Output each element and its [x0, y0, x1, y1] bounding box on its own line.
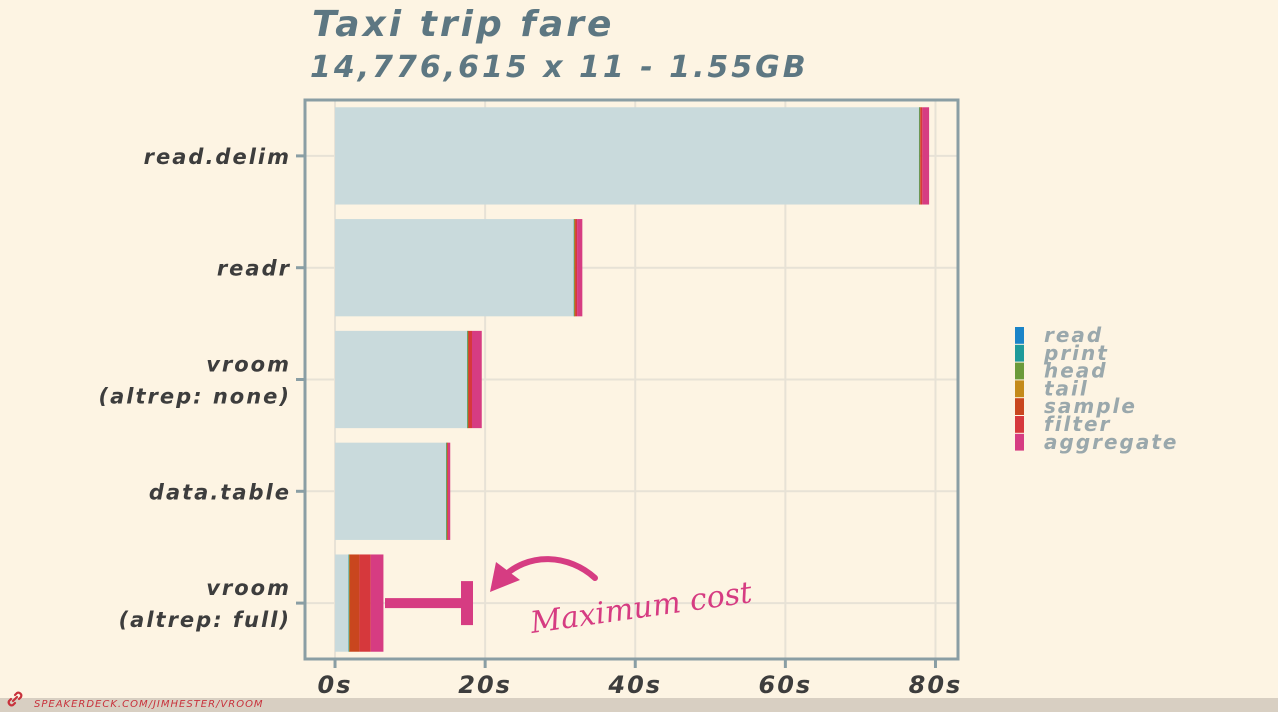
- bar-readr-read: [335, 219, 574, 317]
- bar-read-delim-read: [335, 107, 919, 205]
- bar-vroom-altrep-full-read: [335, 554, 349, 652]
- bar-readr-filter: [575, 219, 578, 317]
- legend-swatch-sample: [1015, 398, 1024, 415]
- tick-label-x-0: 0s: [318, 671, 353, 698]
- bar-readr-head: [574, 219, 575, 317]
- tick-label-x-80: 80s: [909, 671, 963, 698]
- category-label-vroom-altrep-full-line2: (altrep: full): [119, 608, 291, 632]
- bar-vroom-altrep-none-aggregate: [472, 330, 482, 429]
- bar-read-delim-print: [918, 107, 920, 205]
- bar-vroom-altrep-full-aggregate: [370, 554, 384, 652]
- legend-swatch-head: [1015, 362, 1024, 380]
- legend-label-filter: filter: [1044, 412, 1111, 436]
- annotation-bracket-cap: [461, 581, 473, 626]
- legend-label-tail: tail: [1044, 376, 1089, 400]
- legend-swatch-tail: [1015, 380, 1024, 398]
- bar-read-delim-sample: [920, 107, 921, 205]
- bar-vroom-altrep-none-head: [467, 330, 469, 429]
- category-label-vroom-altrep-none-line2: (altrep: none): [98, 385, 291, 409]
- legend-swatch-read: [1015, 327, 1024, 344]
- bar-readr-tail: [574, 219, 576, 317]
- legend-label-sample: sample: [1044, 394, 1137, 418]
- legend-swatch-filter: [1015, 416, 1024, 433]
- footer-bar: [0, 698, 1278, 712]
- tick-label-x-20: 20s: [458, 671, 512, 698]
- bar-data-table-filter: [447, 442, 449, 540]
- category-label-vroom-altrep-full-line1: vroom: [206, 576, 291, 600]
- bar-data-table-print: [446, 442, 447, 540]
- legend-label-head: head: [1044, 359, 1108, 383]
- bar-readr-print: [573, 219, 575, 317]
- bar-read-delim-filter: [920, 107, 923, 205]
- chart-title: Taxi trip fare: [312, 4, 615, 45]
- bar-read-delim-tail: [919, 107, 921, 205]
- bar-data-table-tail: [446, 442, 448, 540]
- legend-swatch-aggregate: [1015, 433, 1024, 451]
- legend-label-aggregate: aggregate: [1044, 430, 1179, 454]
- bar-vroom-altrep-none-print: [467, 330, 468, 429]
- bar-readr-sample: [574, 219, 576, 317]
- bar-vroom-altrep-full-tail: [349, 554, 350, 652]
- chart-subtitle: 14,776,615 x 11 - 1.55GB: [310, 50, 809, 85]
- annotation-arrow-curve: [497, 556, 598, 583]
- tick-label-x-40: 40s: [607, 671, 662, 698]
- bar-read-delim-head: [919, 107, 920, 205]
- bar-vroom-altrep-none-sample: [468, 330, 470, 429]
- bar-read-delim-aggregate: [922, 107, 930, 205]
- legend-label-read: read: [1044, 323, 1103, 347]
- bar-data-table-aggregate: [447, 442, 451, 540]
- category-label-read-delim: read.delim: [144, 145, 291, 169]
- link-icon[interactable]: [4, 688, 26, 710]
- legend-swatch-print: [1015, 344, 1024, 362]
- bar-data-table-head: [446, 442, 448, 540]
- legend-label-print: print: [1043, 341, 1109, 365]
- bar-vroom-altrep-full-head: [348, 554, 350, 652]
- bar-vroom-altrep-full-sample: [349, 554, 360, 652]
- category-label-vroom-altrep-none-line1: vroom: [206, 353, 291, 377]
- category-label-data-table: data.table: [149, 480, 291, 504]
- bar-vroom-altrep-full-filter: [359, 554, 371, 652]
- tick-label-x-60: 60s: [759, 671, 813, 698]
- bar-vroom-altrep-none-read: [335, 330, 468, 429]
- bar-vroom-altrep-full-print: [348, 554, 350, 652]
- bar-readr-aggregate: [577, 219, 583, 317]
- annotation-bracket-bar: [385, 598, 471, 609]
- bar-vroom-altrep-none-tail: [467, 330, 469, 429]
- category-label-readr: readr: [217, 257, 291, 281]
- annotation-arrow-head: [490, 562, 520, 592]
- bar-vroom-altrep-none-filter: [469, 330, 473, 429]
- bar-data-table-sample: [447, 442, 448, 540]
- bar-data-table-read: [335, 442, 447, 540]
- footer-link[interactable]: SPEAKERDECK.COM/JIMHESTER/VROOM: [34, 699, 264, 710]
